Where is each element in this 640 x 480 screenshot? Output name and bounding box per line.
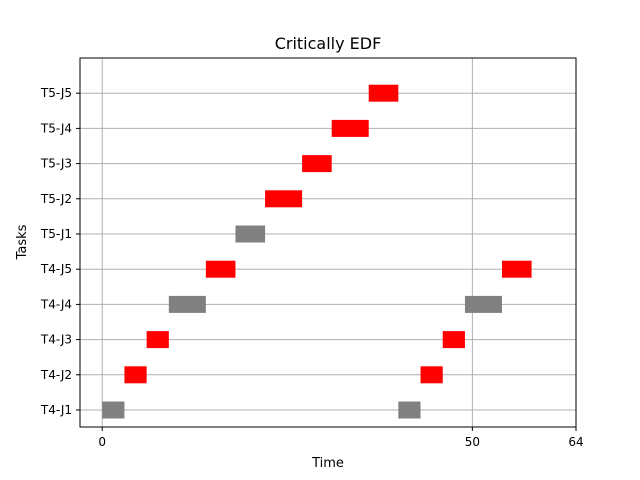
plot-frame bbox=[79, 57, 577, 428]
task-bar bbox=[168, 295, 206, 313]
x-tick-label: 50 bbox=[465, 435, 480, 449]
y-axis-label: Tasks bbox=[15, 224, 30, 260]
y-tick-label: T5-J5 bbox=[40, 86, 72, 100]
chart-title: Critically EDF bbox=[275, 34, 382, 53]
task-bars bbox=[102, 84, 532, 419]
y-tick-label: T5-J3 bbox=[40, 157, 72, 171]
x-tick-label: 0 bbox=[98, 435, 106, 449]
task-bar bbox=[146, 331, 169, 349]
y-tick-label: T5-J1 bbox=[40, 227, 72, 241]
y-tick-label: T5-J4 bbox=[40, 121, 72, 135]
task-bar bbox=[124, 366, 147, 384]
task-bar bbox=[102, 401, 125, 419]
y-tick-label: T4-J3 bbox=[40, 333, 72, 347]
task-bar bbox=[398, 401, 421, 419]
y-tick-label: T4-J4 bbox=[40, 297, 72, 311]
x-tick-label: 64 bbox=[568, 435, 583, 449]
task-bar bbox=[464, 295, 502, 313]
task-bar bbox=[235, 225, 266, 243]
y-tick-label: T4-J2 bbox=[40, 368, 72, 382]
task-bar bbox=[265, 190, 303, 208]
task-bar bbox=[331, 119, 369, 137]
task-bar bbox=[368, 84, 399, 102]
axis-ticks: T4-J1 T4-J2 T4-J3 T4-J4 T4-J5 T5-J1 T5-J2 T5-J3… bbox=[40, 86, 584, 449]
task-bar bbox=[205, 260, 236, 278]
task-bar bbox=[501, 260, 532, 278]
task-bar bbox=[302, 155, 332, 173]
task-bar bbox=[420, 366, 443, 384]
x-axis-label: Time bbox=[311, 456, 344, 471]
y-tick-label: T5-J2 bbox=[40, 192, 72, 206]
grid-lines bbox=[80, 58, 577, 427]
y-tick-label: T4-J1 bbox=[40, 403, 72, 417]
y-tick-label: T4-J5 bbox=[40, 262, 72, 276]
task-bar bbox=[442, 331, 465, 349]
